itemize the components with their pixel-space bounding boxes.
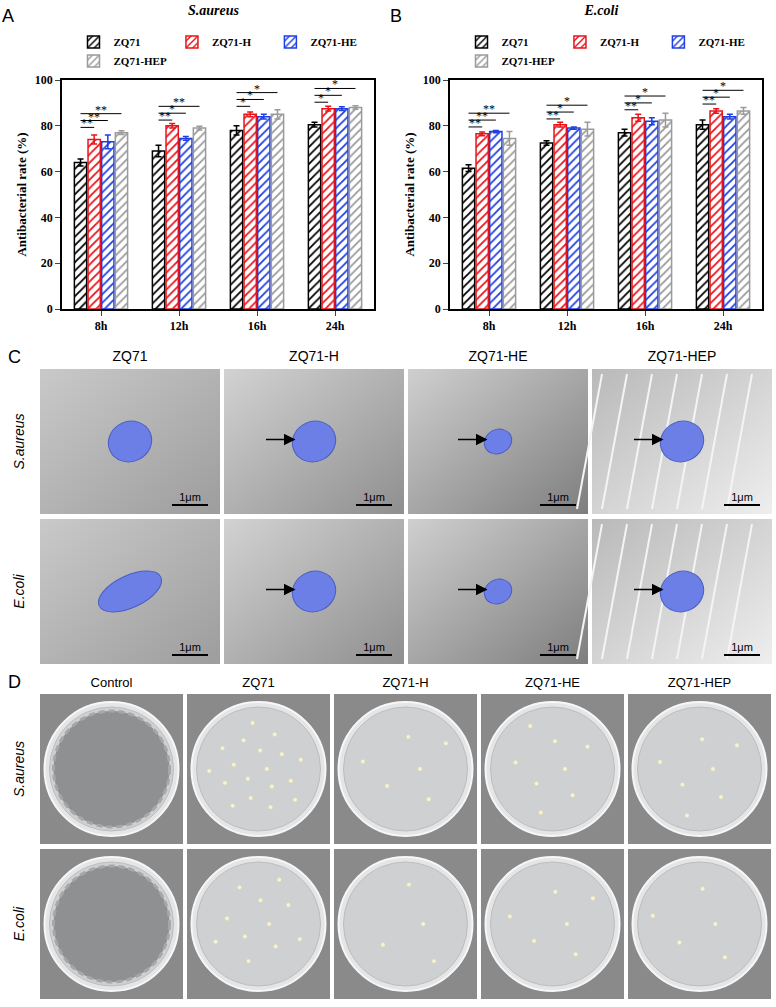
svg-text:*: * bbox=[720, 79, 726, 93]
svg-text:E.coli: E.coli bbox=[11, 573, 27, 608]
svg-text:40: 40 bbox=[41, 211, 53, 225]
svg-text:ZQ71: ZQ71 bbox=[114, 36, 141, 48]
svg-text:Control: Control bbox=[91, 675, 133, 690]
svg-text:ZQ71-HE: ZQ71-HE bbox=[468, 348, 527, 364]
svg-text:Antibacterial rate (%): Antibacterial rate (%) bbox=[402, 132, 417, 256]
svg-text:**: ** bbox=[81, 116, 93, 130]
svg-text:24h: 24h bbox=[714, 319, 733, 333]
svg-text:12h: 12h bbox=[170, 319, 189, 333]
svg-text:*: * bbox=[557, 101, 563, 115]
svg-text:ZQ71: ZQ71 bbox=[242, 675, 275, 690]
svg-text:80: 80 bbox=[41, 119, 53, 133]
svg-text:*: * bbox=[318, 91, 324, 105]
svg-text:**: ** bbox=[469, 116, 481, 130]
svg-text:**: ** bbox=[547, 108, 559, 122]
svg-text:1μm: 1μm bbox=[363, 491, 385, 503]
svg-text:1μm: 1μm bbox=[547, 641, 569, 653]
svg-text:B: B bbox=[390, 6, 402, 26]
svg-text:100: 100 bbox=[35, 73, 53, 87]
svg-text:*: * bbox=[332, 77, 338, 91]
svg-text:ZQ71: ZQ71 bbox=[112, 348, 147, 364]
svg-text:**: ** bbox=[483, 102, 495, 116]
svg-text:1μm: 1μm bbox=[731, 491, 753, 503]
svg-text:S.aureus: S.aureus bbox=[188, 3, 240, 18]
svg-text:Antibacterial rate (%): Antibacterial rate (%) bbox=[14, 132, 29, 256]
svg-text:80: 80 bbox=[429, 119, 441, 133]
svg-text:ZQ71-HE: ZQ71-HE bbox=[525, 675, 580, 690]
svg-text:ZQ71-HEP: ZQ71-HEP bbox=[648, 348, 716, 364]
svg-text:E.coli: E.coli bbox=[583, 3, 618, 18]
svg-text:0: 0 bbox=[47, 302, 53, 316]
svg-text:*: * bbox=[642, 85, 648, 99]
svg-text:40: 40 bbox=[429, 211, 441, 225]
svg-text:*: * bbox=[254, 82, 260, 96]
svg-text:8h: 8h bbox=[483, 319, 496, 333]
svg-text:1μm: 1μm bbox=[731, 641, 753, 653]
svg-text:ZQ71-HEP: ZQ71-HEP bbox=[114, 55, 167, 67]
svg-text:100: 100 bbox=[423, 73, 441, 87]
svg-text:ZQ71-HEP: ZQ71-HEP bbox=[502, 55, 555, 67]
svg-text:ZQ71-HEP: ZQ71-HEP bbox=[668, 675, 732, 690]
svg-text:ZQ71-H: ZQ71-H bbox=[289, 348, 339, 364]
svg-text:**: ** bbox=[159, 109, 171, 123]
svg-text:ZQ71: ZQ71 bbox=[502, 36, 529, 48]
svg-text:**: ** bbox=[95, 103, 107, 117]
svg-text:ZQ71-H: ZQ71-H bbox=[600, 36, 640, 48]
svg-text:ZQ71-H: ZQ71-H bbox=[382, 675, 428, 690]
svg-text:0: 0 bbox=[435, 302, 441, 316]
svg-text:*: * bbox=[635, 92, 641, 106]
svg-text:ZQ71-HE: ZQ71-HE bbox=[698, 36, 744, 48]
svg-text:*: * bbox=[713, 86, 719, 100]
svg-text:1μm: 1μm bbox=[179, 641, 201, 653]
svg-text:S.aureus: S.aureus bbox=[11, 741, 27, 797]
svg-text:E.coli: E.coli bbox=[11, 906, 27, 941]
svg-text:1μm: 1μm bbox=[363, 641, 385, 653]
svg-text:1μm: 1μm bbox=[547, 491, 569, 503]
svg-text:**: ** bbox=[173, 95, 185, 109]
svg-text:8h: 8h bbox=[95, 319, 108, 333]
svg-text:60: 60 bbox=[429, 165, 441, 179]
svg-text:1μm: 1μm bbox=[179, 491, 201, 503]
svg-text:ZQ71-H: ZQ71-H bbox=[212, 36, 252, 48]
svg-text:24h: 24h bbox=[326, 319, 345, 333]
svg-text:*: * bbox=[564, 94, 570, 108]
svg-text:ZQ71-HE: ZQ71-HE bbox=[310, 36, 356, 48]
svg-text:C: C bbox=[8, 347, 21, 367]
svg-text:**: ** bbox=[88, 110, 100, 124]
svg-text:16h: 16h bbox=[248, 319, 267, 333]
svg-text:*: * bbox=[240, 95, 246, 109]
svg-text:*: * bbox=[169, 102, 175, 116]
svg-text:20: 20 bbox=[41, 256, 53, 270]
svg-text:*: * bbox=[247, 88, 253, 102]
svg-text:12h: 12h bbox=[558, 319, 577, 333]
svg-text:20: 20 bbox=[429, 256, 441, 270]
svg-text:D: D bbox=[8, 672, 21, 692]
svg-text:A: A bbox=[2, 6, 14, 26]
svg-text:*: * bbox=[325, 84, 331, 98]
svg-text:60: 60 bbox=[41, 165, 53, 179]
svg-text:16h: 16h bbox=[636, 319, 655, 333]
svg-text:S.aureus: S.aureus bbox=[11, 413, 27, 469]
svg-text:**: ** bbox=[625, 99, 637, 113]
svg-text:**: ** bbox=[476, 109, 488, 123]
svg-text:**: ** bbox=[703, 93, 715, 107]
